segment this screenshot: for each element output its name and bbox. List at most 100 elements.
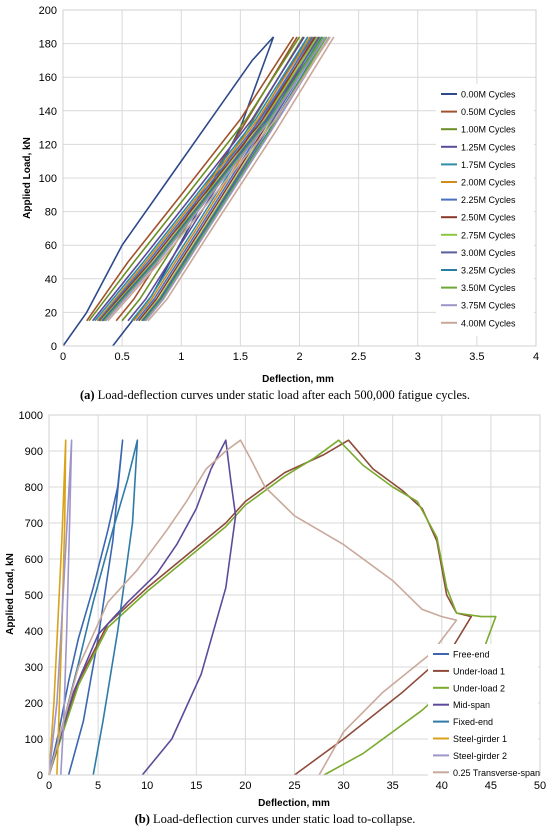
chart-a-series-line-3-25m-cycles (142, 36, 327, 322)
chart-a-legend-label: 0.50M Cycles (461, 107, 516, 117)
chart-a-legend-label: 3.25M Cycles (461, 266, 516, 276)
chart-a-series-line-1-00m-cycles (88, 36, 301, 322)
chart-b-legend-label: 0.25 Transverse-span (453, 768, 540, 778)
chart-b-legend-label: Steel-girder 1 (453, 734, 507, 744)
chart-b-legend-box (428, 644, 538, 779)
chart-b-legend-label: Under-load 1 (453, 666, 505, 676)
chart-b-series-line-mid-span (48, 439, 237, 776)
chart-b-y-tick-label: 0 (37, 770, 43, 782)
chart-a-x-tick-label: 3 (415, 351, 421, 363)
chart-b-x-tick-label: 50 (534, 780, 546, 792)
chart-b-y-ticks: 0 100 200 300 400 500 600 700 800 900 1000 (19, 410, 43, 782)
chart-b-legend-label: Fixed-end (453, 717, 493, 727)
chart-a-series-line-2-00m-cycles (96, 36, 311, 322)
chart-b-x-tick-label: 10 (141, 780, 153, 792)
chart-a-x-tick-label: 1.5 (233, 351, 248, 363)
chart-a-legend-box (436, 84, 534, 336)
chart-b-series-line-steel-girder-1 (48, 439, 67, 776)
chart-a-series-line-3-00m-cycles (101, 36, 321, 322)
chart-a-y-tick-label: 200 (39, 5, 57, 17)
chart-b-x-tick-label: 20 (239, 780, 251, 792)
chart-b-y-tick-label: 300 (25, 662, 43, 674)
chart-a-series-line-3-25m-cycles (102, 36, 323, 322)
chart-b-y-tick-label: 100 (25, 734, 43, 746)
chart-a-x-tick-label: 2.5 (351, 351, 366, 363)
chart-a-series-line-0-00m-cycles (62, 36, 275, 347)
chart-a-series-line-4-00m-cycles (147, 36, 335, 322)
chart-a-legend-label: 4.00M Cycles (461, 318, 516, 328)
chart-a-y-tick-label: 0 (51, 341, 57, 353)
chart-a-series-line-1-75m-cycles (130, 36, 312, 322)
chart-a-legend-label: 1.00M Cycles (461, 125, 516, 135)
chart-a-legend-label: 3.00M Cycles (461, 248, 516, 258)
chart-b-x-tick-label: 35 (387, 780, 399, 792)
chart-a-series-line-0-00m-cycles (112, 36, 275, 347)
chart-a-caption-label: (a) (79, 388, 95, 402)
chart-b-series-line-under-load-2 (48, 439, 497, 776)
chart-a-series-line-2-50m-cycles (99, 36, 316, 322)
chart-b-x-tick-label: 25 (288, 780, 300, 792)
chart-b-y-tick-label: 200 (25, 698, 43, 710)
chart-b-series-line-under-load-1 (48, 439, 473, 776)
chart-a-series-line-0-50m-cycles (86, 36, 295, 322)
chart-a-y-tick-label: 60 (45, 240, 57, 252)
chart-b-legend-label: Steel-girder 2 (453, 751, 507, 761)
chart-b-series-line-free-end (48, 439, 124, 776)
chart-b-legend: Free-end Under-load 1 Under-load 2 Mid-span… (428, 644, 540, 779)
chart-b-x-tick-label: 45 (485, 780, 497, 792)
chart-b-y-tick-label: 1000 (19, 410, 43, 422)
chart-a-plot-frame (62, 9, 537, 347)
chart-b-legend-label: Mid-span (453, 700, 490, 710)
chart-a-series (62, 36, 335, 347)
chart-a-series-line-3-00m-cycles (141, 36, 324, 322)
chart-b-y-tick-label: 600 (25, 554, 43, 566)
chart-a-legend-label: 2.50M Cycles (461, 213, 516, 223)
chart-a-series-line-3-75m-cycles (105, 36, 327, 322)
chart-b-caption-label: (b) (134, 812, 150, 826)
chart-a-x-tick-label: 4 (533, 351, 539, 363)
chart-a-y-axis-label: Applied Load, kN (22, 137, 33, 219)
chart-a-series-line-4-00m-cycles (107, 36, 331, 322)
chart-a-x-tick-label: 1 (178, 351, 184, 363)
chart-b-x-tick-label: 15 (190, 780, 202, 792)
chart-a-legend-label: 2.25M Cycles (461, 195, 516, 205)
chart-a-series-line-1-00m-cycles (121, 36, 304, 322)
chart-b-plot-frame (48, 414, 541, 776)
chart-a-y-tick-label: 120 (39, 139, 57, 151)
chart-a-y-tick-label: 80 (45, 207, 57, 219)
chart-a-x-tick-label: 0 (60, 351, 66, 363)
chart-a-y-tick-label: 40 (45, 274, 57, 286)
chart-a-legend-label: 2.00M Cycles (461, 178, 516, 188)
chart-a-series-line-2-25m-cycles (97, 36, 314, 322)
chart-b-y-tick-label: 800 (25, 482, 43, 494)
chart-b-x-tick-label: 30 (337, 780, 349, 792)
chart-b-y-axis-label: Applied Load, kN (5, 553, 16, 635)
chart-a-y-ticks: 0 20 40 60 80 100 120 140 160 180 200 (39, 5, 57, 353)
chart-a-x-tick-label: 0.5 (114, 351, 129, 363)
chart-b-x-tick-label: 40 (436, 780, 448, 792)
chart-b-legend-label: Free-end (453, 650, 490, 660)
chart-a-legend-label: 3.50M Cycles (461, 283, 516, 293)
chart-b-caption-text: Load-deflection curves under static load… (149, 812, 416, 826)
chart-a-x-tick-label: 3.5 (469, 351, 484, 363)
chart-b-series-line-0-25-transverse-span (48, 439, 458, 776)
chart-b-y-tick-label: 500 (25, 590, 43, 602)
chart-b-series (48, 439, 497, 776)
chart-b-y-tick-label: 700 (25, 518, 43, 530)
chart-a-y-tick-label: 100 (39, 173, 57, 185)
chart-a-y-tick-label: 20 (45, 307, 57, 319)
chart-a-caption: (a) Load-deflection curves under static … (0, 388, 550, 403)
chart-a-legend-label: 0.00M Cycles (461, 90, 516, 100)
chart-a: 0 0.5 1 1.5 2 2.5 3 3.5 4 0 20 40 60 80 100 120 140 160 1… (22, 5, 539, 385)
chart-a-legend-label: 2.75M Cycles (461, 230, 516, 240)
chart-b-y-tick-label: 400 (25, 626, 43, 638)
chart-a-series-line-3-75m-cycles (145, 36, 330, 322)
chart-b-caption: (b) Load-deflection curves under static … (0, 812, 550, 827)
chart-a-legend-label: 1.75M Cycles (461, 160, 516, 170)
chart-b: 0 5 10 15 20 25 30 35 40 45 50 0 100 200 300 400 500 600… (5, 410, 546, 808)
chart-a-series-line-2-75m-cycles (100, 36, 318, 322)
chart-b-x-tick-label: 5 (95, 780, 101, 792)
chart-a-y-tick-label: 160 (39, 72, 57, 84)
chart-a-legend: 0.00M Cycles 0.50M Cycles 1.00M Cycles 1.25… (436, 84, 534, 336)
